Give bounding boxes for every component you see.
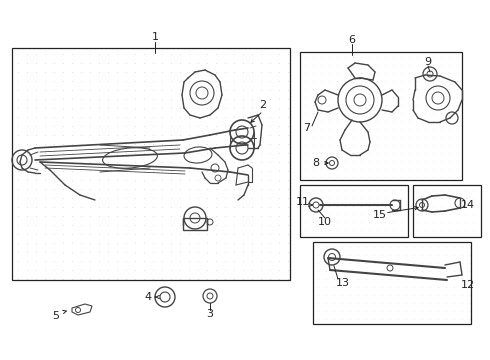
Text: 2: 2 — [259, 100, 267, 110]
Text: 5: 5 — [52, 311, 59, 321]
Text: 10: 10 — [318, 217, 332, 227]
Text: 4: 4 — [145, 292, 151, 302]
Bar — [183, 218, 207, 230]
Text: 15: 15 — [373, 210, 387, 220]
Text: 11: 11 — [296, 197, 310, 207]
Text: 12: 12 — [461, 280, 475, 290]
Text: 13: 13 — [336, 278, 350, 288]
Text: 7: 7 — [303, 123, 311, 133]
Text: 6: 6 — [348, 35, 356, 45]
Text: 9: 9 — [424, 57, 432, 67]
Bar — [300, 185, 408, 237]
Text: 8: 8 — [313, 158, 319, 168]
Bar — [413, 185, 481, 237]
Bar — [12, 48, 290, 280]
Bar — [313, 242, 471, 324]
Bar — [300, 52, 462, 180]
Text: 3: 3 — [206, 309, 214, 319]
Text: 1: 1 — [151, 32, 158, 42]
Text: 14: 14 — [461, 200, 475, 210]
